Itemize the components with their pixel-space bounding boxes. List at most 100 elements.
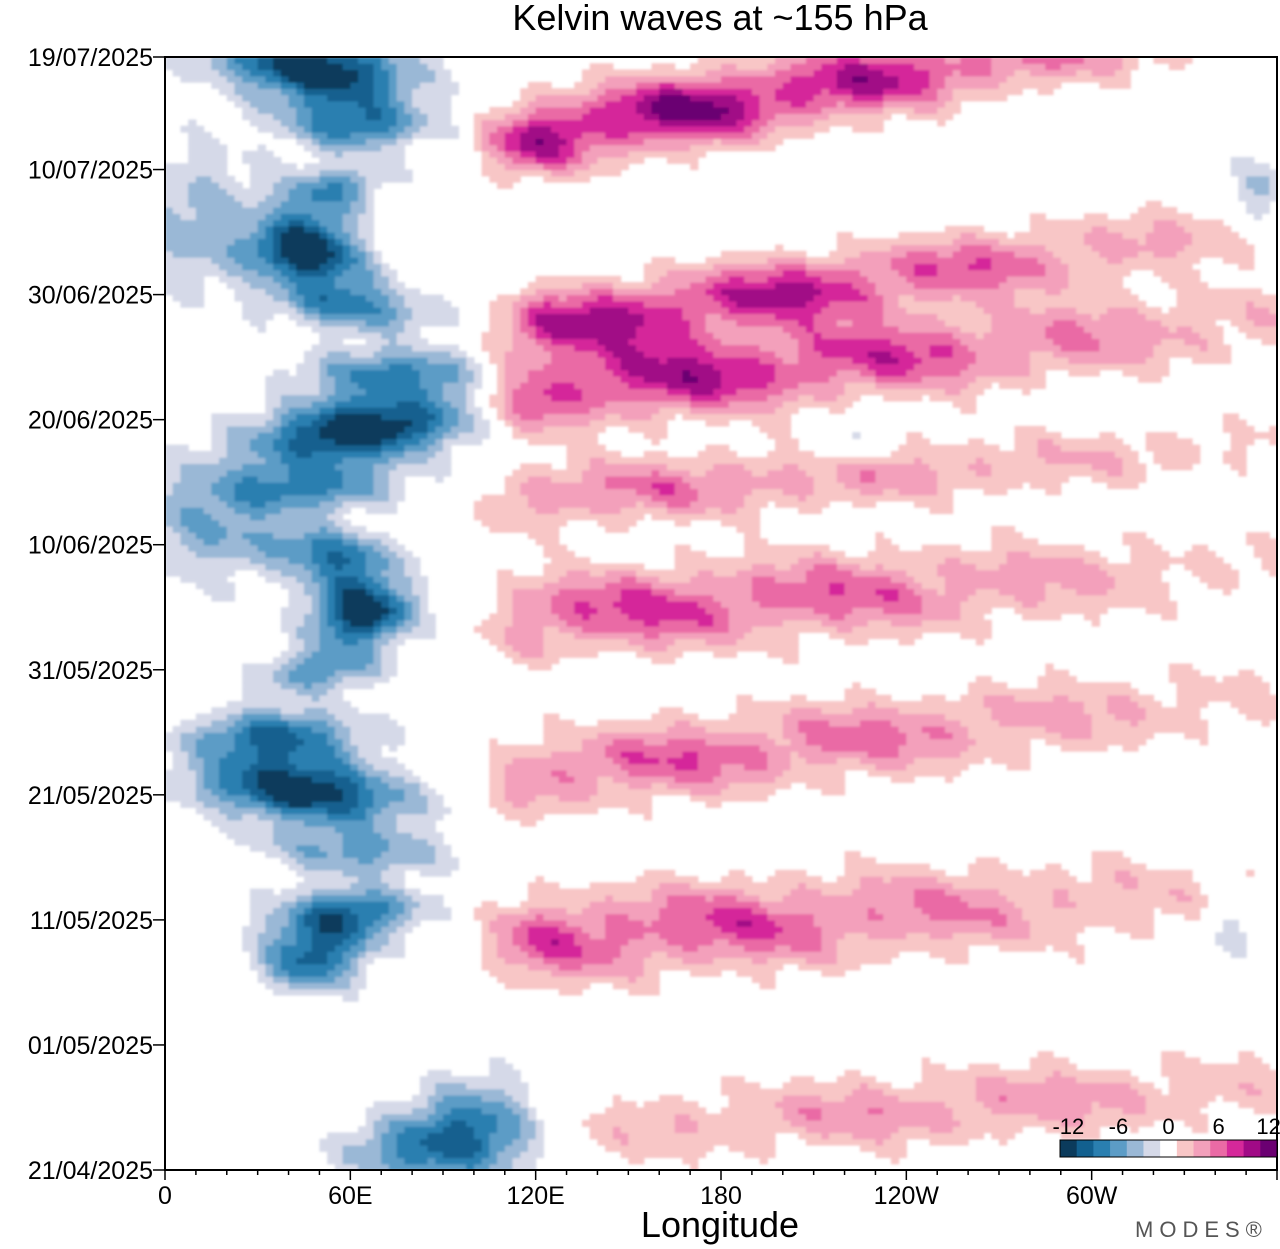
contour-cell — [396, 607, 405, 615]
contour-cell — [713, 363, 776, 371]
contour-cell — [1222, 419, 1247, 427]
contour-cell — [319, 313, 398, 321]
contour-cell — [327, 688, 344, 696]
contour-cell — [929, 350, 954, 358]
contour-cell — [782, 269, 807, 277]
contour-cell — [1222, 926, 1239, 933]
contour-cell — [172, 488, 212, 496]
contour-cell — [412, 313, 460, 321]
contour-cell — [813, 563, 838, 571]
contour-cell — [968, 682, 1008, 690]
contour-cell — [867, 63, 915, 71]
contour-cell — [643, 375, 683, 383]
contour-cell — [203, 763, 220, 771]
contour-cell — [497, 588, 514, 596]
contour-cell — [265, 382, 321, 389]
contour-cell — [1192, 238, 1247, 246]
contour-cell — [520, 319, 529, 327]
contour-cell — [666, 901, 761, 908]
contour-cell — [466, 363, 483, 371]
contour-cell — [257, 144, 266, 152]
contour-cell — [852, 282, 877, 289]
contour-cell — [242, 694, 313, 702]
contour-cell — [805, 469, 838, 477]
contour-cell — [844, 694, 892, 702]
contour-cell — [620, 594, 668, 602]
contour-cell — [937, 569, 1108, 577]
contour-cell — [219, 826, 274, 833]
contour-cell — [605, 894, 614, 902]
contour-cell — [342, 607, 390, 615]
contour-cell — [551, 475, 583, 483]
contour-cell — [968, 594, 1016, 602]
contour-cell — [358, 100, 375, 108]
contour-cell — [504, 982, 591, 990]
contour-cell — [960, 719, 1000, 727]
contour-cell — [1122, 457, 1139, 465]
contour-cell — [636, 100, 653, 108]
contour-cell — [342, 475, 375, 483]
contour-cell — [775, 1101, 946, 1109]
contour-cell — [473, 626, 506, 633]
contour-cell — [497, 1119, 521, 1127]
contour-cell — [527, 369, 614, 377]
contour-cell — [396, 632, 436, 640]
contour-cell — [589, 1132, 614, 1140]
contour-cell — [813, 282, 853, 289]
contour-cell — [458, 375, 475, 383]
contour-cell — [805, 257, 846, 264]
contour-cell — [852, 500, 877, 508]
contour-cell — [481, 901, 498, 908]
contour-cell — [211, 413, 274, 421]
contour-cell — [334, 669, 382, 677]
contour-cell — [1176, 894, 1193, 902]
contour-cell — [713, 332, 792, 339]
contour-cell — [489, 307, 514, 314]
contour-cell — [1246, 538, 1277, 546]
contour-cell — [404, 776, 421, 783]
contour-cell — [713, 263, 776, 271]
contour-cell — [782, 926, 822, 933]
contour-cell — [334, 238, 344, 246]
contour-cell — [211, 432, 228, 440]
contour-cell — [296, 857, 359, 865]
contour-cell — [759, 357, 784, 364]
contour-cell — [1253, 213, 1263, 221]
contour-cell — [443, 1151, 475, 1159]
contour-cell — [1045, 863, 1062, 871]
contour-cell — [165, 232, 251, 239]
contour-cell — [821, 332, 954, 339]
contour-cell — [937, 94, 954, 102]
contour-cell — [273, 657, 290, 665]
contour-cell — [165, 782, 197, 790]
contour-cell — [273, 794, 344, 802]
contour-cell — [311, 901, 390, 908]
contour-cell — [975, 1088, 1139, 1096]
contour-cell — [535, 313, 645, 321]
contour-cell — [327, 613, 336, 621]
contour-cell — [334, 388, 367, 396]
contour-cell — [304, 307, 321, 314]
contour-cell — [566, 450, 622, 458]
contour-cell — [365, 782, 390, 790]
contour-cell — [543, 913, 606, 921]
contour-cell — [342, 525, 367, 533]
contour-cell — [350, 751, 359, 758]
contour-cell — [860, 475, 877, 483]
contour-cell — [1269, 175, 1277, 183]
contour-cell — [875, 763, 907, 771]
contour-cell — [705, 507, 722, 515]
contour-cell — [991, 63, 1046, 71]
contour-cell — [188, 525, 228, 533]
contour-cell — [249, 169, 321, 177]
contour-cell — [744, 125, 761, 133]
contour-cell — [226, 188, 274, 196]
contour-cell — [512, 1094, 529, 1102]
contour-cell — [512, 1138, 529, 1146]
contour-cell — [682, 375, 699, 383]
contour-cell — [249, 163, 297, 171]
contour-cell — [512, 1107, 529, 1115]
contour-cell — [852, 125, 884, 133]
contour-cell — [1091, 69, 1116, 77]
contour-cell — [242, 707, 282, 715]
